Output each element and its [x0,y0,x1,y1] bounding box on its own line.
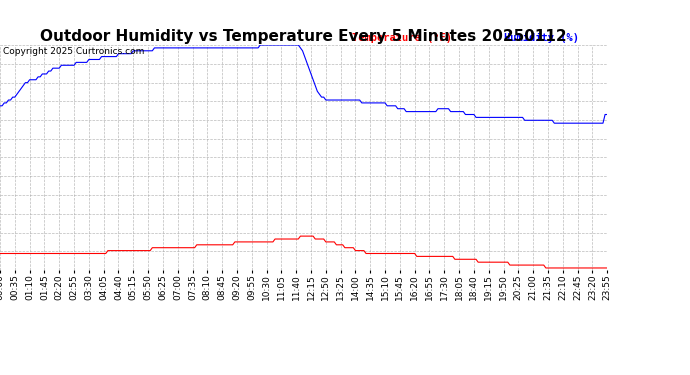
Title: Outdoor Humidity vs Temperature Every 5 Minutes 20250112: Outdoor Humidity vs Temperature Every 5 … [40,29,567,44]
Text: Temperature (°F): Temperature (°F) [352,33,452,43]
Text: Humidity (%): Humidity (%) [504,33,579,43]
Text: Copyright 2025 Curtronics.com: Copyright 2025 Curtronics.com [3,47,145,56]
